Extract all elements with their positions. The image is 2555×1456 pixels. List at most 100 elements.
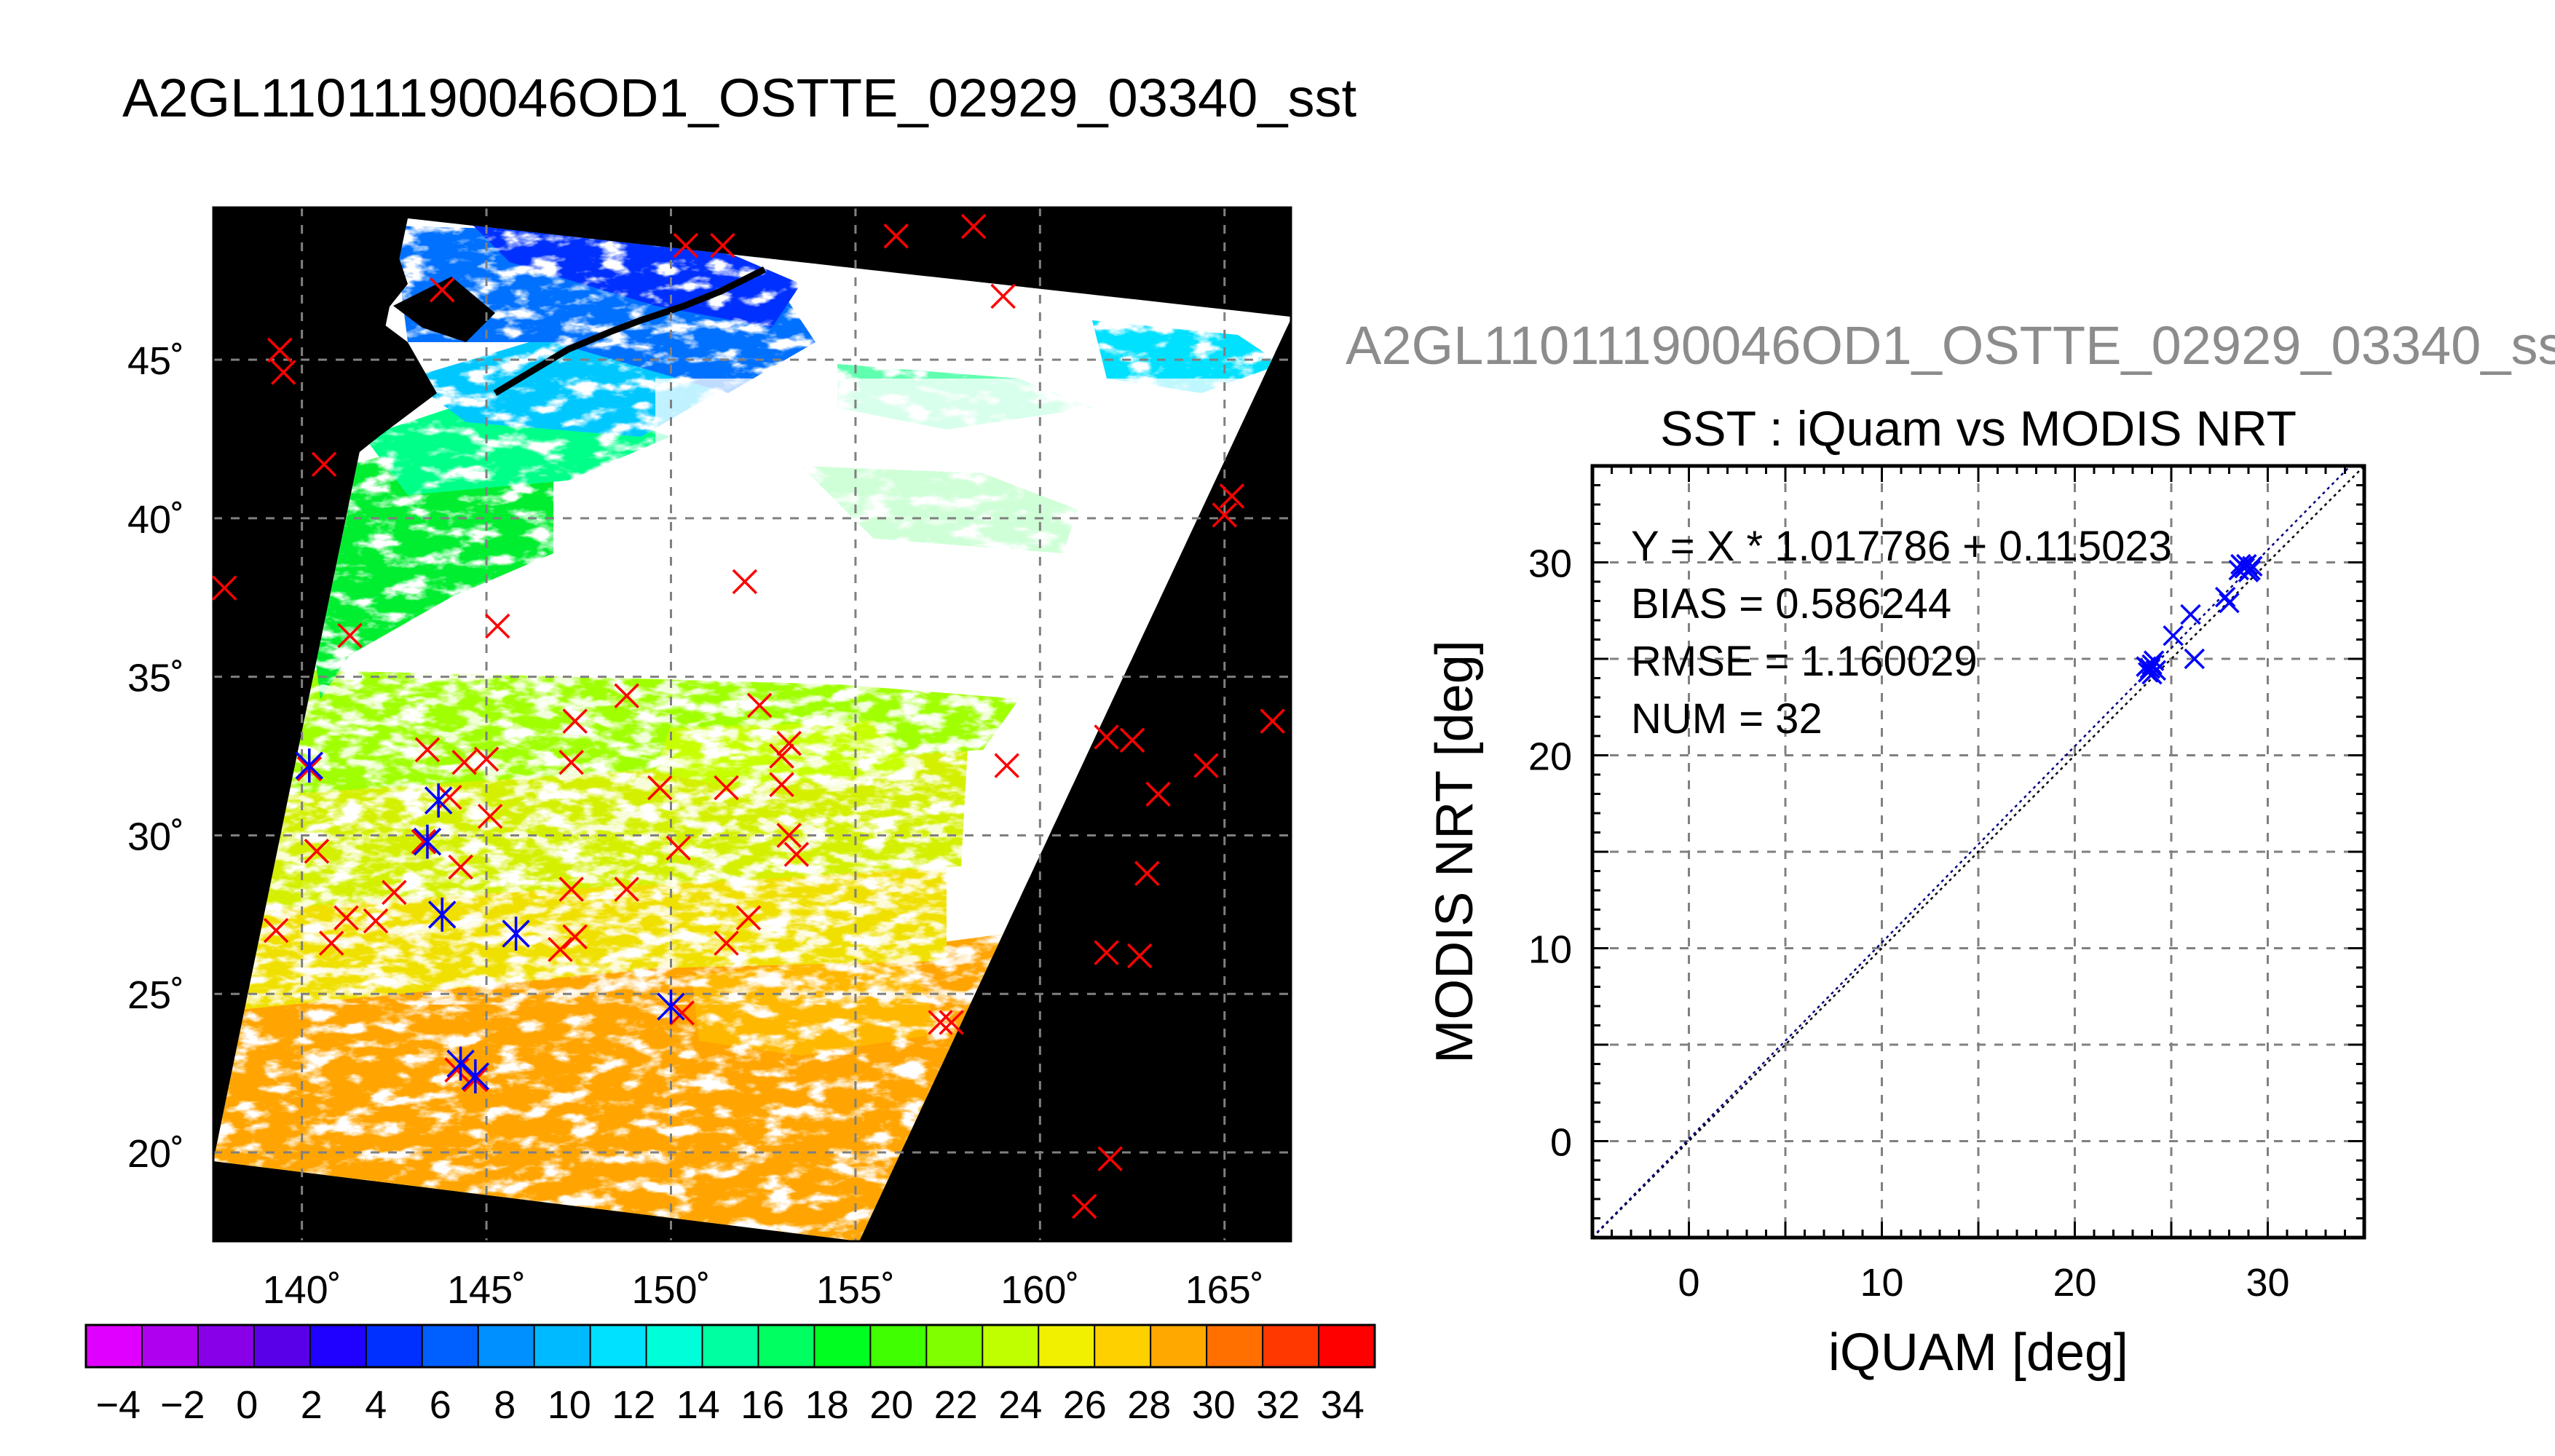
annotation-3: NUM = 32	[1631, 695, 1823, 743]
insitu-marker-15-stroke-b	[1260, 708, 1285, 734]
insitu-marker-30-stroke-b	[746, 692, 773, 719]
insitu-marker-7	[673, 233, 699, 258]
insitu-marker-39-stroke-b	[666, 835, 691, 861]
colorbar-tick-label-0: −4	[95, 1383, 141, 1427]
insitu-marker-24-stroke-b	[1071, 1193, 1097, 1219]
lon-tick-label-1: 145˚	[447, 1268, 526, 1312]
scatter-point-14-stroke-b	[2236, 553, 2257, 575]
insitu-marker-33-stroke-b	[714, 775, 739, 801]
scatter-point-19	[2242, 555, 2263, 577]
kuril-islands	[493, 266, 767, 396]
colorbar-tick-label-16: 28	[1127, 1383, 1171, 1427]
colorbar-bin-14	[870, 1325, 927, 1367]
insitu-marker-21	[1094, 940, 1119, 965]
lat-tick-label-3: 30˚	[127, 815, 184, 858]
insitu-marker-55-stroke-b	[363, 908, 389, 934]
insitu-marker-23	[1097, 1146, 1123, 1171]
insitu-marker-40-stroke-b	[614, 877, 639, 902]
colorbar-tick-label-6: 8	[494, 1383, 516, 1427]
chart-title: SST : iQuam vs MODIS NRT	[1660, 401, 2297, 456]
colorbar-bin-10	[646, 1325, 703, 1367]
lat-tick-label-0: 45˚	[127, 339, 184, 383]
insitu-marker-50	[477, 804, 503, 829]
colorbar-tick-label-4: 4	[365, 1383, 387, 1427]
insitu-marker-0	[211, 575, 237, 601]
insitu-marker-39	[666, 835, 691, 861]
colorbar-tick-label-14: 24	[998, 1383, 1042, 1427]
insitu-marker-41-stroke-b	[558, 877, 584, 902]
insitu-marker-57-stroke-b	[318, 930, 344, 956]
x-tick-label-30: 30	[2246, 1261, 2289, 1305]
insitu-marker-22	[1126, 943, 1153, 969]
matchup-marker-1	[424, 783, 453, 818]
scatter-point-11-stroke-b	[2219, 592, 2240, 614]
stats-annotations: Y = X * 1.017786 + 0.115023 BIAS = 0.5862…	[1631, 523, 2172, 743]
insitu-marker-16	[1094, 724, 1119, 750]
insitu-marker-3	[311, 451, 337, 478]
insitu-marker-46	[669, 1000, 695, 1026]
insitu-marker-4-stroke-b	[337, 622, 363, 649]
insitu-marker-18-stroke-b	[1193, 753, 1219, 778]
annotation-0: Y = X * 1.017786 + 0.115023	[1631, 523, 2172, 570]
insitu-marker-64-stroke-b	[444, 1057, 470, 1083]
insitu-marker-17-stroke-b	[1119, 727, 1145, 753]
insitu-marker-17	[1119, 727, 1145, 753]
insitu-marker-38	[647, 775, 673, 801]
insitu-marker-19	[1145, 781, 1171, 807]
insitu-marker-12-stroke-b	[732, 569, 758, 595]
colorbar-frame	[84, 1324, 1376, 1369]
colorbar-bin-11	[702, 1325, 759, 1367]
insitu-marker-34	[769, 772, 794, 797]
insitu-marker-13-stroke-b	[1219, 483, 1245, 509]
insitu-marker-54-stroke-b	[382, 879, 407, 906]
insitu-marker-4	[337, 622, 363, 649]
colorbar-bin-15	[926, 1325, 983, 1367]
insitu-marker-10-stroke-b	[960, 213, 987, 240]
insitu-marker-21-stroke-b	[1094, 940, 1119, 965]
insitu-marker-32-stroke-b	[783, 842, 810, 867]
insitu-marker-12	[732, 569, 758, 595]
annotation-1: BIAS = 0.586244	[1631, 580, 1951, 628]
insitu-marker-8	[710, 233, 735, 258]
colorbar-bin-21	[1263, 1325, 1319, 1367]
insitu-marker-48-stroke-b	[451, 750, 477, 775]
colorbar-bin-8	[534, 1325, 591, 1367]
lon-tick-label-5: 165˚	[1185, 1268, 1264, 1312]
colorbar-bin-18	[1094, 1325, 1151, 1367]
insitu-marker-29	[769, 743, 794, 769]
colorbar-tick-label-3: 2	[301, 1383, 323, 1427]
colorbar-tick-label-19: 34	[1321, 1383, 1365, 1427]
insitu-marker-45	[735, 905, 762, 930]
insitu-marker-44-stroke-b	[714, 930, 739, 956]
insitu-marker-37-stroke-b	[558, 750, 584, 775]
insitu-marker-42	[562, 924, 588, 950]
lon-tick-label-2: 150˚	[631, 1268, 710, 1312]
insitu-marker-38-stroke-b	[647, 775, 673, 801]
insitu-marker-11	[990, 283, 1016, 309]
insitu-marker-44	[714, 930, 739, 956]
colorbar-bin-22	[1319, 1325, 1375, 1367]
scatter-point-10	[2214, 586, 2236, 608]
insitu-marker-48	[451, 750, 477, 775]
insitu-marker-25	[928, 1010, 953, 1035]
insitu-marker-18	[1193, 753, 1219, 778]
lon-tick-label-0: 140˚	[263, 1268, 341, 1312]
insitu-marker-20-stroke-b	[1134, 860, 1160, 886]
x-tick-label-0: 0	[1678, 1261, 1699, 1305]
y-tick-label-30: 30	[1528, 542, 1572, 586]
scatter-point-18-stroke-b	[2230, 553, 2251, 575]
insitu-marker-16-stroke-b	[1094, 724, 1119, 750]
insitu-marker-35-stroke-b	[614, 683, 639, 709]
insitu-marker-59	[263, 917, 289, 943]
insitu-marker-2-stroke-b	[271, 360, 296, 385]
colorbar-bin-20	[1207, 1325, 1263, 1367]
insitu-marker-28-stroke-b	[776, 730, 802, 756]
insitu-marker-41	[558, 877, 584, 902]
scatter-tick-labels: 0 10 20 30 0 10 20 30	[1528, 464, 2366, 1305]
insitu-marker-42-stroke-b	[562, 924, 588, 950]
scatter-point-4-stroke-b	[2136, 656, 2157, 677]
colorbar-bin-7	[478, 1325, 535, 1367]
insitu-marker-43	[548, 937, 573, 962]
matchup-marker-2	[413, 824, 442, 859]
matchup-markers	[295, 748, 685, 1093]
